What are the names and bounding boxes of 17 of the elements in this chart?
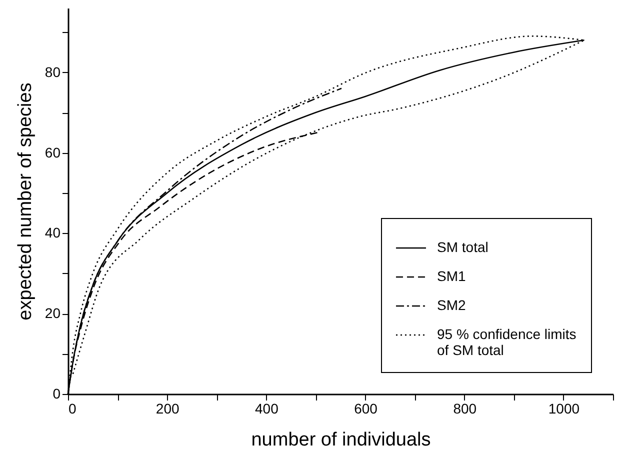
legend-label: SM2 — [437, 297, 466, 313]
x-tick-label: 200 — [156, 400, 180, 416]
x-tick-label: 1000 — [548, 400, 580, 416]
legend-label: SM total — [437, 239, 488, 255]
x-tick-label: 400 — [255, 400, 279, 416]
x-axis-title: number of individuals — [251, 430, 431, 450]
x-tick-label: 600 — [354, 400, 378, 416]
y-tick-label: 80 — [44, 64, 61, 80]
x-tick-label: 800 — [453, 400, 477, 416]
legend-label: 95 % confidence limits of SM total — [437, 326, 576, 358]
y-tick-label: 40 — [44, 224, 61, 241]
y-tick-label: 60 — [44, 144, 61, 160]
legend-label: SM1 — [437, 268, 466, 284]
y-tick-label: 0 — [52, 386, 61, 402]
y-tick-label: 20 — [44, 305, 61, 322]
y-axis-title: expected number of species — [14, 82, 36, 320]
x-tick-label: 0 — [68, 400, 76, 416]
